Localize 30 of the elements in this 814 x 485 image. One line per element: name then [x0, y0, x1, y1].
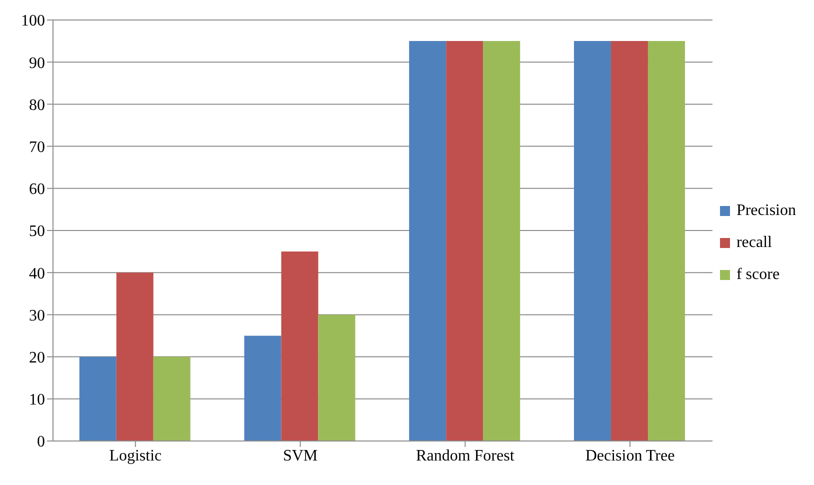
- x-tick-label: Decision Tree: [585, 447, 675, 464]
- bar: [116, 272, 154, 441]
- y-tick-label: 90: [29, 54, 45, 72]
- y-tick-label: 40: [29, 265, 45, 282]
- bar: [281, 252, 318, 441]
- y-tick-label: 30: [29, 307, 45, 324]
- y-tick-label: 70: [29, 138, 45, 156]
- bar: [574, 41, 611, 441]
- x-tick-label: Logistic: [109, 447, 162, 464]
- bar: [409, 41, 446, 441]
- legend-label: Precision: [736, 200, 796, 220]
- y-tick-label: 20: [29, 349, 45, 366]
- x-tick-label: SVM: [282, 447, 318, 464]
- bar: [244, 336, 282, 441]
- legend-label: recall: [736, 232, 772, 252]
- bar: [153, 356, 190, 441]
- y-tick-label: 100: [21, 12, 45, 30]
- y-tick-label: 60: [29, 181, 45, 198]
- bar: [318, 314, 356, 441]
- bar: [483, 41, 520, 441]
- y-tick-label: 0: [37, 434, 45, 451]
- y-tick-label: 10: [29, 392, 45, 409]
- x-tick-label: Random Forest: [416, 447, 515, 464]
- y-tick-label: 50: [29, 223, 45, 240]
- bar: [79, 356, 116, 441]
- y-tick-label: 80: [29, 96, 45, 114]
- bar: [610, 41, 648, 441]
- bar: [648, 41, 685, 441]
- bar: [446, 41, 484, 441]
- legend-label: f score: [736, 264, 780, 284]
